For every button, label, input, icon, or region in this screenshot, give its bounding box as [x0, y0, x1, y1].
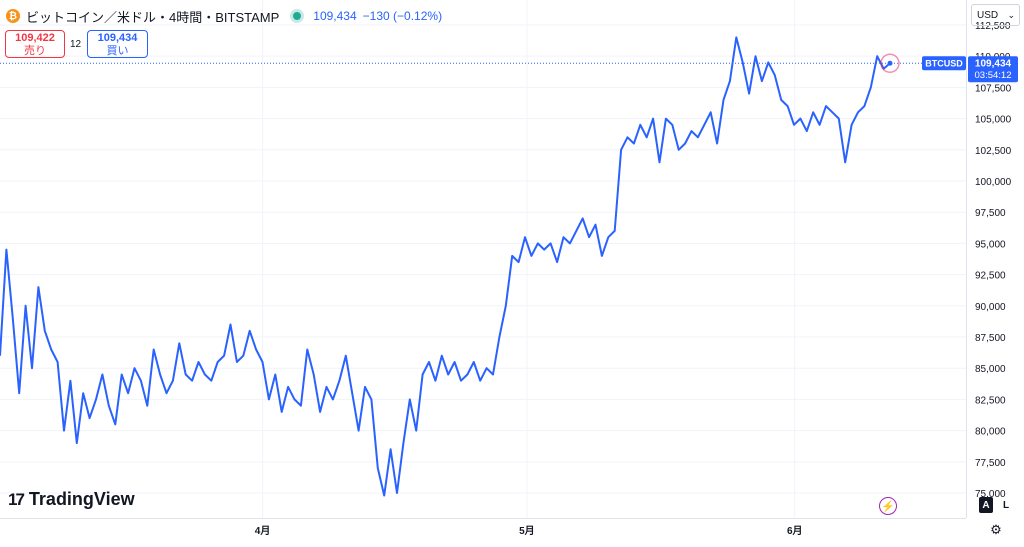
y-tick-label: 112,500: [975, 21, 1011, 32]
bolt-icon[interactable]: ⚡: [879, 497, 897, 515]
symbol-label-text: BTCUSD: [925, 59, 963, 69]
y-tick-label: 92,500: [975, 271, 1006, 282]
sell-label: 売り: [24, 45, 46, 57]
header-price: 109,434: [313, 9, 357, 23]
buy-price: 109,434: [97, 32, 138, 44]
symbol-title[interactable]: ビットコイン／米ドル・4時間・BITSTAMP: [26, 9, 280, 25]
buy-label: 買い: [106, 45, 129, 57]
time-axis[interactable]: 4月 5月 6月: [255, 525, 803, 537]
brand-name: TradingView: [28, 489, 135, 509]
log-scale-button[interactable]: L: [1002, 499, 1010, 511]
y-tick-label: 105,000: [975, 115, 1012, 126]
y-tick-label: 90,000: [975, 302, 1006, 313]
price-axis[interactable]: 112,500110,000107,500105,000102,500100,0…: [975, 21, 1012, 500]
y-tick-label: 107,500: [975, 83, 1012, 94]
y-tick-label: 77,500: [975, 458, 1006, 469]
currency-select[interactable]: USD ⌄: [971, 4, 1020, 26]
symbol-header: ₿ ビットコイン／米ドル・4時間・BITSTAMP 109,434 −130 (…: [6, 6, 442, 26]
last-price-dot: [887, 60, 893, 66]
x-tick-label: 6月: [787, 525, 803, 537]
last-price-marker: [880, 53, 900, 73]
series-line: [0, 36, 891, 497]
sell-button[interactable]: 109,422 売り: [5, 30, 65, 58]
market-open-icon: [293, 12, 302, 20]
y-tick-label: 102,500: [975, 146, 1012, 157]
x-tick-label: 5月: [519, 525, 535, 537]
y-tick-label: 97,500: [975, 208, 1006, 219]
grid: [0, 0, 966, 518]
last-price-pulse: [880, 53, 900, 73]
currency-label: USD: [977, 9, 999, 21]
y-tick-label: 75,000: [975, 489, 1006, 500]
y-tick-label: 80,000: [975, 427, 1006, 438]
bar-countdown: 03:54:12: [975, 70, 1012, 81]
sell-price: 109,422: [15, 32, 55, 44]
y-tick-label: 85,000: [975, 364, 1006, 375]
x-tick-label: 4月: [255, 525, 271, 537]
header-change: −130 (−0.12%): [362, 9, 443, 23]
last-price-value: 109,434: [975, 59, 1012, 70]
chevron-down-icon: ⌄: [1007, 9, 1015, 20]
tradingview-mark-icon: 17: [8, 489, 25, 509]
spread-value: 12: [70, 39, 82, 50]
auto-scale-button[interactable]: A: [979, 497, 993, 513]
y-tick-label: 95,000: [975, 239, 1006, 250]
buy-button[interactable]: 109,434 買い: [87, 30, 148, 58]
bitcoin-icon: ₿: [6, 9, 20, 23]
y-tick-label: 82,500: [975, 395, 1006, 406]
symbol-price-label: BTCUSD: [922, 56, 966, 71]
gear-icon[interactable]: ⚙: [990, 522, 1002, 537]
tradingview-logo[interactable]: 17 TradingView: [8, 489, 135, 510]
y-tick-label: 100,000: [975, 177, 1012, 188]
y-tick-label: 87,500: [975, 333, 1006, 344]
